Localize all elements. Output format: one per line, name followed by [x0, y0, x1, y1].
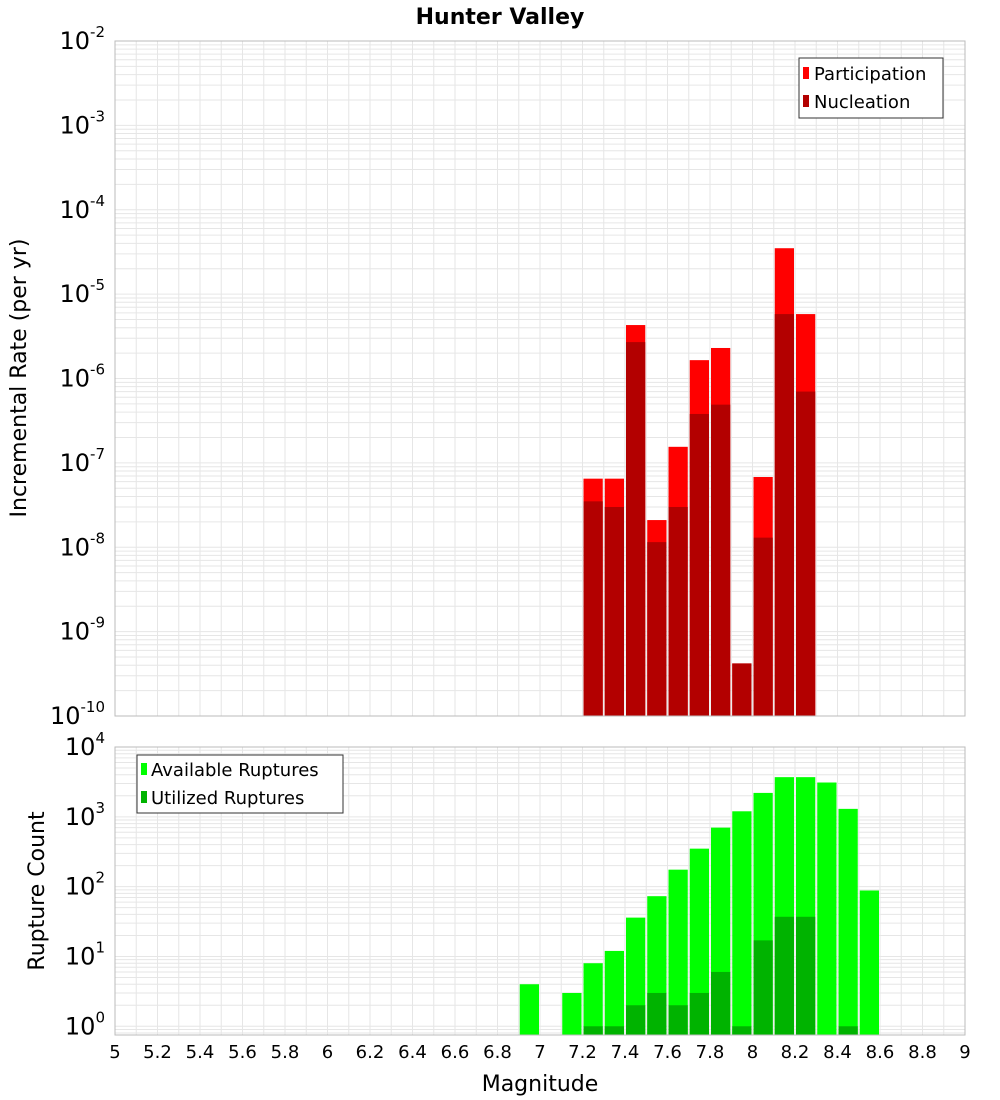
bottom-legend: Available Ruptures Utilized Ruptures	[136, 754, 344, 814]
top-y-tick-label: 10-6	[59, 361, 105, 393]
x-tick-label: 5.8	[271, 1042, 300, 1063]
x-tick-label: 6.6	[441, 1042, 470, 1063]
utilized-ruptures-bar	[774, 916, 794, 1035]
available-ruptures-bar	[668, 869, 688, 1035]
legend-swatch-utilized	[141, 791, 147, 803]
x-tick-label: 8.8	[908, 1042, 937, 1063]
available-ruptures-bar	[604, 950, 624, 1035]
top-y-tick-label: 10-7	[59, 445, 105, 477]
available-ruptures-bar	[562, 992, 582, 1035]
x-tick-label: 7.6	[653, 1042, 682, 1063]
utilized-ruptures-bar	[711, 971, 731, 1035]
bottom-y-axis-title: Rupture Count	[25, 811, 50, 971]
x-tick-label: 8.4	[823, 1042, 852, 1063]
bottom-y-tick-label: 104	[65, 729, 105, 761]
bottom-panel: 100 101 102 103 104 Rupture Count Available …	[25, 729, 971, 1097]
available-ruptures-bar	[583, 963, 603, 1035]
top-y-tick-label: 10-9	[59, 614, 105, 646]
x-tick-label: 6	[322, 1042, 333, 1063]
top-bars	[583, 248, 816, 717]
nucleation-bar	[796, 391, 816, 716]
nucleation-bar	[753, 537, 773, 716]
nucleation-bar	[583, 501, 603, 716]
top-gridlines	[114, 40, 966, 717]
x-tick-label: 8.2	[781, 1042, 810, 1063]
legend-swatch-participation	[803, 67, 809, 79]
x-tick-label: 8.6	[866, 1042, 895, 1063]
top-y-tick-label: 10-8	[59, 529, 105, 561]
x-tick-label: 7.4	[611, 1042, 640, 1063]
x-tick-label: 7	[534, 1042, 545, 1063]
top-legend: Participation Nucleation	[798, 57, 944, 119]
x-tick-label: 5.4	[186, 1042, 215, 1063]
utilized-ruptures-bar	[668, 1005, 688, 1035]
legend-swatch-available	[141, 763, 147, 775]
available-ruptures-bar	[838, 808, 858, 1035]
nucleation-bar	[732, 663, 752, 716]
top-y-tick-label: 10-10	[50, 698, 105, 730]
top-y-tick-label: 10-4	[59, 192, 105, 224]
bottom-y-tick-label: 102	[65, 869, 105, 901]
x-tick-label: 5.2	[143, 1042, 172, 1063]
x-tick-label: 9	[959, 1042, 970, 1063]
bottom-y-tick-label: 101	[65, 938, 105, 970]
utilized-ruptures-bar	[626, 1005, 646, 1035]
available-ruptures-bar	[519, 984, 539, 1035]
top-y-tick-label: 10-3	[59, 107, 105, 139]
top-plot-frame	[114, 40, 966, 717]
nucleation-bar	[774, 314, 794, 716]
bottom-legend-box	[136, 754, 344, 814]
nucleation-bar	[626, 342, 646, 716]
x-tick-label: 8	[747, 1042, 758, 1063]
nucleation-bar	[711, 404, 731, 716]
x-tick-label: 6.2	[356, 1042, 385, 1063]
x-tick-labels: 5 5.2 5.4 5.6 5.8 6 6.2 6.4 6.6 6.8 7 7.2 7.4 7.6 7.8 8…	[109, 1042, 970, 1063]
utilized-ruptures-bar	[647, 992, 667, 1035]
legend-swatch-nucleation	[803, 95, 809, 107]
chart-title: Hunter Valley	[416, 5, 585, 30]
bottom-plot-frame	[114, 746, 966, 1036]
legend-label-nucleation: Nucleation	[814, 92, 910, 113]
x-axis-title: Magnitude	[482, 1072, 599, 1097]
x-tick-label: 6.8	[483, 1042, 512, 1063]
utilized-ruptures-bar	[753, 940, 773, 1035]
available-ruptures-bar	[817, 782, 837, 1035]
utilized-ruptures-bar	[796, 916, 816, 1035]
top-y-tick-labels: 10-10 10-9 10-8 10-7 10-6 10-5 10-4 10-3 10-2	[50, 23, 105, 730]
utilized-ruptures-bar	[689, 992, 709, 1035]
x-tick-label: 5.6	[228, 1042, 257, 1063]
available-ruptures-bar	[689, 848, 709, 1035]
top-y-axis-title: Incremental Rate (per yr)	[7, 239, 32, 518]
available-ruptures-bar	[732, 811, 752, 1035]
top-panel: 10-10 10-9 10-8 10-7 10-6 10-5 10-4 10-3 10-2 In…	[7, 23, 966, 730]
legend-label-utilized: Utilized Ruptures	[151, 788, 304, 809]
bottom-y-tick-label: 103	[65, 799, 105, 831]
bottom-bars	[519, 777, 879, 1035]
available-ruptures-bar	[859, 890, 879, 1035]
top-y-tick-label: 10-2	[59, 23, 105, 55]
nucleation-bar	[604, 506, 624, 716]
utilized-ruptures-bar	[583, 1026, 603, 1035]
bottom-y-tick-labels: 100 101 102 103 104	[65, 729, 105, 1040]
top-y-tick-label: 10-5	[59, 276, 105, 308]
utilized-ruptures-bar	[838, 1026, 858, 1035]
utilized-ruptures-bar	[732, 1026, 752, 1035]
x-tick-label: 7.8	[696, 1042, 725, 1063]
x-tick-label: 7.2	[568, 1042, 597, 1063]
legend-label-participation: Participation	[814, 64, 926, 85]
top-legend-box	[798, 57, 944, 119]
x-tick-label: 6.4	[398, 1042, 427, 1063]
x-tick-label: 5	[109, 1042, 120, 1063]
nucleation-bar	[647, 542, 667, 716]
bottom-y-tick-label: 100	[65, 1008, 105, 1040]
legend-label-available: Available Ruptures	[151, 760, 319, 781]
nucleation-bar	[689, 413, 709, 716]
utilized-ruptures-bar	[604, 1026, 624, 1035]
nucleation-bar	[668, 506, 688, 716]
